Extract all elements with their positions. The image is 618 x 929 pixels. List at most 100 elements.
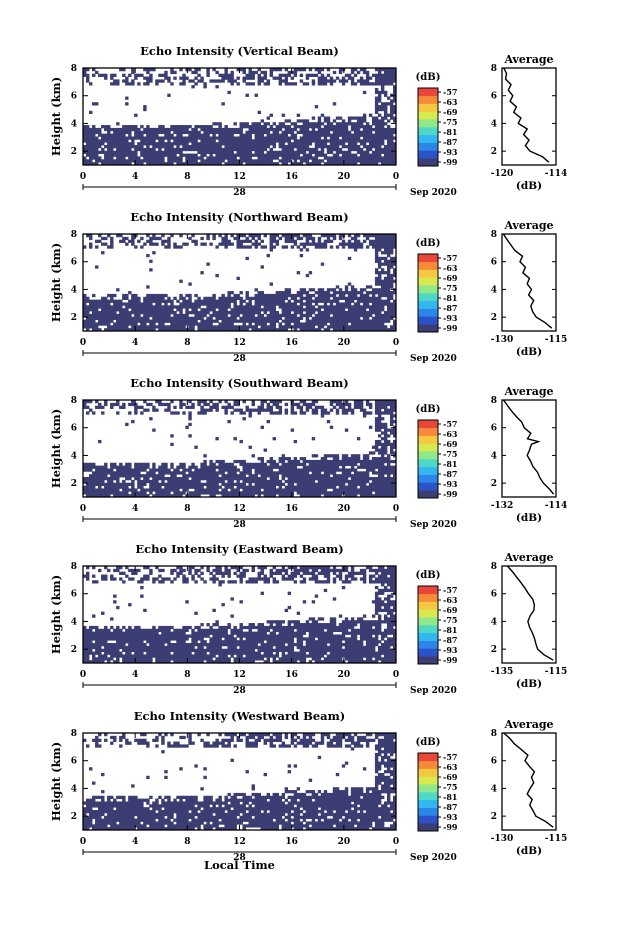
echo-cell (170, 234, 174, 238)
echo-cell (344, 488, 349, 492)
echo-cell (122, 153, 126, 157)
echo-cell (89, 477, 93, 481)
echo-cell (182, 125, 186, 129)
echo-cell (143, 308, 147, 312)
echo-cell (290, 122, 295, 126)
echo-cell (377, 105, 382, 109)
echo-cell (197, 79, 201, 83)
echo-cell (140, 159, 144, 163)
echo-cell (185, 147, 189, 152)
echo-cell (308, 482, 313, 486)
echo-cell (140, 308, 144, 312)
echo-cell (380, 234, 385, 238)
echo-cell (164, 328, 168, 332)
echo-cell (185, 405, 189, 409)
echo-cell (89, 488, 93, 492)
echo-cell (86, 150, 90, 154)
echo-cell (269, 150, 274, 154)
echo-cell (209, 308, 213, 312)
echo-cell (383, 93, 388, 97)
echo-cell (176, 127, 180, 132)
echo-cell (257, 471, 261, 475)
echo-cell (380, 308, 385, 312)
echo-cell (269, 136, 274, 140)
echo-cell (113, 313, 117, 318)
echo-cell (95, 468, 99, 472)
echo-cell (236, 313, 240, 318)
echo-cell (131, 299, 135, 303)
echo-cell (152, 133, 156, 137)
echo-cell (107, 162, 111, 166)
echo-cell (275, 125, 280, 129)
echo-cell (386, 113, 391, 117)
echo-cell (164, 145, 168, 149)
echo-cell (374, 305, 379, 309)
echo-cell (194, 136, 198, 140)
echo-cell (167, 311, 171, 315)
echo-cell (134, 494, 138, 498)
echo-cell (359, 147, 364, 152)
echo-cell (116, 234, 120, 238)
echo-cell (281, 465, 286, 469)
echo-cell (224, 70, 228, 75)
echo-cell (362, 70, 367, 75)
echo-cell (332, 482, 337, 486)
echo-cell (236, 234, 240, 238)
echo-cell (140, 73, 144, 77)
colorbar-segment (418, 134, 438, 143)
echo-cell (233, 488, 237, 492)
echo-cell (320, 142, 325, 146)
echo-cell (332, 159, 337, 163)
echo-cell (242, 125, 246, 129)
echo-cell (155, 468, 159, 472)
echo-cell (311, 125, 316, 129)
echo-cell (197, 322, 201, 326)
echo-cell (335, 468, 340, 472)
echo-cell (272, 308, 277, 312)
echo-cell (92, 150, 96, 154)
echo-cell (242, 465, 246, 469)
echo-cell (104, 159, 108, 163)
echo-cell (377, 122, 382, 126)
echo-cell (110, 299, 114, 303)
echo-cell (386, 147, 391, 152)
echo-cell (383, 156, 388, 160)
echo-cell (371, 451, 376, 455)
echo-cell (104, 494, 108, 498)
echo-cell (275, 293, 280, 298)
echo-cell (143, 408, 147, 412)
echo-cell (248, 414, 252, 418)
echo-cell (302, 234, 307, 238)
echo-cell (314, 322, 319, 326)
echo-cell (290, 302, 295, 306)
echo-cell (119, 462, 123, 467)
echo-cell (206, 468, 210, 472)
echo-cell (218, 127, 222, 132)
echo-cell (386, 471, 391, 475)
echo-cell (134, 147, 138, 152)
echo-cell (158, 491, 162, 495)
echo-cell (188, 293, 192, 298)
echo-cell (227, 316, 231, 320)
echo-cell (383, 159, 388, 163)
echo-cell (302, 477, 307, 481)
echo-cell (176, 479, 180, 484)
echo-cell (176, 145, 180, 149)
echo-cell (191, 462, 195, 467)
echo-cell (350, 459, 355, 464)
echo-cell (146, 162, 150, 166)
echo-cell (290, 239, 295, 243)
echo-cell (269, 319, 274, 323)
echo-cell (98, 491, 102, 495)
echo-cell (224, 488, 228, 492)
echo-cell (305, 147, 310, 152)
echo-cell (326, 477, 331, 481)
echo-cell (125, 136, 129, 140)
echo-cell (251, 242, 255, 246)
echo-cell (275, 239, 280, 243)
echo-cell (155, 162, 159, 166)
echo-cell (260, 485, 264, 489)
echo-cell (161, 316, 165, 320)
colorbar-segment (418, 277, 438, 286)
echo-cell (341, 130, 346, 135)
